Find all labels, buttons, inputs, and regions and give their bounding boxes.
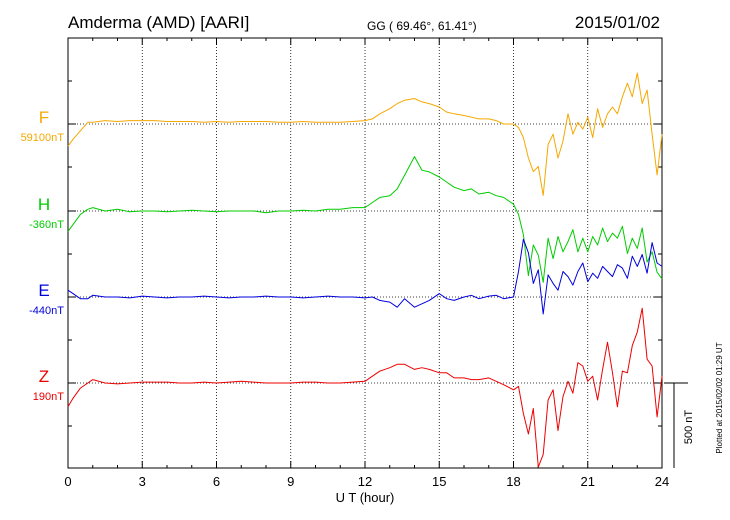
series-name-z: Z: [39, 367, 49, 386]
series-labels: F 59100nT H -360nT E -440nT Z 190nT: [21, 108, 65, 403]
series-line-h: [67, 156, 663, 283]
x-tick-label: 21: [581, 474, 595, 489]
x-tick-label: 3: [139, 474, 146, 489]
series-baseline-e: -440nT: [29, 305, 64, 317]
x-tick-label: 15: [432, 474, 446, 489]
series-line-z: [67, 307, 663, 468]
x-tick-label: 24: [655, 474, 669, 489]
x-tick-label: 12: [358, 474, 372, 489]
series-baseline-h: -360nT: [29, 219, 64, 231]
x-tick-label: 6: [213, 474, 220, 489]
series-line-e: [67, 238, 663, 315]
grid-lines: [68, 38, 662, 468]
series-name-f: F: [39, 108, 49, 127]
series-line-f: [67, 72, 663, 196]
x-axis-title: U T (hour): [336, 490, 395, 505]
series-name-h: H: [38, 195, 50, 214]
x-tick-label: 18: [506, 474, 520, 489]
scale-bar: 500 nT: [664, 382, 695, 468]
x-tick-label: 0: [64, 474, 71, 489]
series-baseline-z: 190nT: [33, 391, 64, 403]
scale-bar-label: 500 nT: [683, 410, 695, 445]
plotted-timestamp: Plotted at 2015/02/02 01:29 UT: [715, 342, 724, 453]
plot-frame: [67, 37, 663, 469]
x-tick-label: 9: [287, 474, 294, 489]
series-group: [67, 72, 663, 468]
axis-ticks: 0 3 6 9 12 15 18 21 24: [64, 38, 669, 489]
coordinates-label: GG ( 69.46°, 61.41°): [367, 19, 477, 33]
series-baseline-f: 59100nT: [21, 132, 65, 144]
station-title: Amderma (AMD) [AARI]: [68, 13, 249, 32]
series-name-e: E: [38, 281, 49, 300]
date-label: 2015/01/02: [575, 13, 660, 32]
